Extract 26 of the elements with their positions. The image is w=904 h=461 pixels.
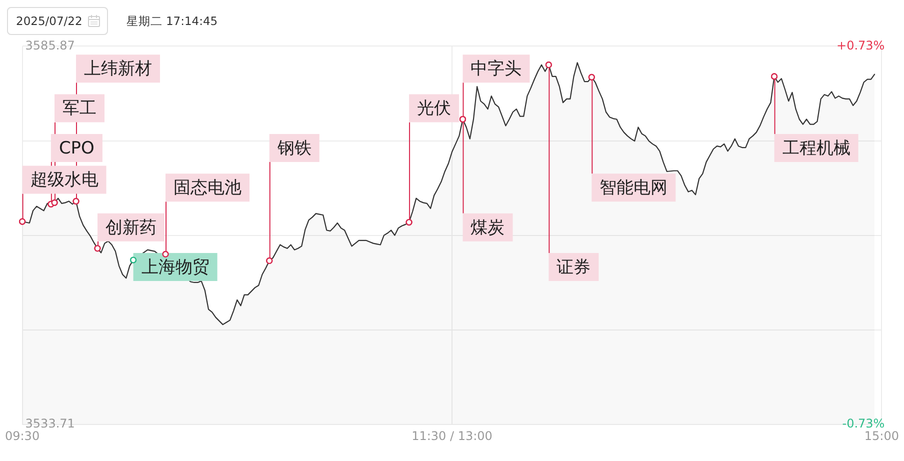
x-tick-label: 11:30 / 13:00 [412, 428, 492, 443]
data-label: 军工 [62, 98, 97, 119]
data-label: 光伏 [417, 98, 452, 119]
data-label: 证券 [556, 257, 591, 278]
point [459, 116, 466, 123]
data-label: CPO [58, 138, 94, 158]
date-field: 2025/07/22 [7, 7, 108, 35]
data-label: 钢铁 [276, 138, 312, 158]
data-label: 智能电网 [600, 178, 668, 198]
data-label: 创新药 [105, 218, 156, 238]
y-tick-label: 3585.87 [25, 38, 75, 52]
data-label: 上纬新材 [84, 59, 152, 80]
chart-title: 2025/07/22 [16, 14, 82, 28]
y-tick-label: 3533.71 [25, 416, 75, 431]
data-label: 固态电池 [174, 178, 242, 198]
chart-subtitle: 星期二 17:14:45 [126, 14, 218, 28]
point [162, 250, 169, 258]
data-label: 超级水电 [30, 170, 98, 190]
data-label: 中字头 [470, 59, 522, 80]
x-tick-label: 15:00 [864, 428, 900, 443]
data-label: 工程机械 [782, 138, 850, 158]
data-label: 上海物贸 [141, 257, 210, 278]
data-label: 煤炭 [470, 218, 505, 238]
y2-tick-label: -0.73% [842, 416, 885, 431]
x-tick-label: 09:30 [4, 428, 40, 443]
y2-tick-label: +0.73% [836, 38, 885, 52]
